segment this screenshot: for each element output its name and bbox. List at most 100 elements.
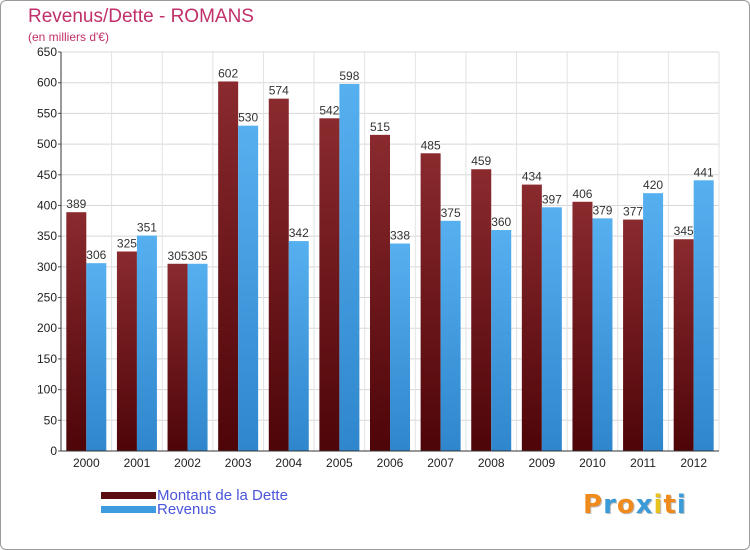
y-tick-label: 350 — [37, 229, 57, 243]
value-label-dette-2010: 406 — [572, 187, 592, 201]
x-tick-label: 2012 — [680, 456, 707, 470]
bar-revenus-2005 — [339, 83, 360, 452]
bar-dette-2000 — [66, 212, 87, 451]
bar-revenus-2006 — [390, 243, 410, 451]
y-tick-label: 200 — [37, 321, 57, 335]
value-label-dette-2004: 574 — [269, 84, 289, 98]
bar-dette-2001 — [116, 251, 137, 451]
legend-label-revenus: Revenus — [157, 500, 217, 518]
bar-revenus-2007 — [440, 220, 461, 451]
chart-title: Revenus/Dette - ROMANS — [28, 6, 254, 27]
value-label-revenus-2003: 530 — [238, 111, 258, 125]
x-tick-label: 2011 — [630, 456, 656, 470]
value-label-dette-2003: 602 — [218, 66, 238, 80]
y-tick-label: 650 — [37, 45, 57, 59]
logo-letter: t — [663, 490, 677, 520]
x-tick-label: 2008 — [478, 456, 505, 470]
bar-revenus-2002 — [187, 263, 208, 451]
x-tick-label: 2006 — [377, 456, 404, 470]
bar-dette-2009 — [521, 184, 542, 452]
y-tick-label: 250 — [37, 291, 57, 305]
bar-dette-2011 — [623, 219, 644, 451]
chart-unit-label: (en milliers d'€) — [28, 30, 109, 44]
value-label-revenus-2012: 441 — [694, 165, 714, 179]
bar-dette-2008 — [471, 169, 492, 451]
value-label-revenus-2007: 375 — [441, 206, 461, 220]
x-tick-label: 2003 — [225, 456, 252, 470]
bar-revenus-2012 — [693, 180, 714, 452]
x-tick-label: 2010 — [579, 456, 606, 470]
value-label-revenus-2004: 342 — [289, 226, 309, 240]
bar-dette-2005 — [319, 118, 340, 452]
bars-layer — [66, 81, 714, 452]
value-label-revenus-2009: 397 — [542, 192, 562, 206]
bar-revenus-2011 — [643, 193, 664, 451]
logo-letter: o — [616, 490, 636, 520]
bar-revenus-2001 — [136, 235, 157, 451]
legend-item-revenus: Revenus — [101, 500, 217, 518]
value-label-dette-2002: 305 — [168, 249, 188, 263]
bar-dette-2006 — [370, 134, 390, 451]
value-label-revenus-2002: 305 — [188, 249, 208, 263]
x-tick-label: 2000 — [73, 456, 100, 470]
x-tick-label: 2005 — [326, 456, 353, 470]
value-label-dette-2007: 485 — [421, 138, 441, 152]
value-label-revenus-2005: 598 — [339, 69, 359, 83]
x-tick-label: 2009 — [528, 456, 555, 470]
bar-dette-2007 — [420, 153, 441, 452]
legend-swatch-dette — [101, 491, 156, 499]
legend-swatch-revenus — [101, 505, 156, 513]
y-tick-label: 550 — [37, 106, 57, 120]
value-label-dette-2008: 459 — [471, 154, 491, 168]
y-tick-label: 50 — [44, 413, 58, 427]
bar-dette-2002 — [167, 263, 188, 451]
x-tick-label: 2004 — [275, 456, 302, 470]
value-label-dette-2011: 377 — [623, 205, 643, 219]
logo-letter: P — [583, 490, 604, 520]
x-tick-label: 2001 — [124, 456, 151, 470]
y-tick-label: 500 — [37, 137, 57, 151]
proxiti-logo: Proxiti — [583, 490, 687, 520]
legend-label-dette: Montant de la Dette — [157, 486, 288, 504]
axis-layer: 0 50 100 150 200 250 300 350 400 450 500 550 600 650 2… — [37, 45, 719, 470]
bar-dette-2003 — [218, 81, 239, 452]
logo-letter: r — [603, 490, 617, 520]
y-tick-label: 300 — [37, 260, 57, 274]
x-tick-label: 2007 — [427, 456, 454, 470]
x-tick-label: 2002 — [174, 456, 201, 470]
bar-dette-2004 — [268, 98, 289, 451]
value-label-revenus-2001: 351 — [137, 221, 157, 235]
logo-letter: i — [653, 490, 664, 520]
bar-revenus-2010 — [592, 218, 613, 451]
bar-revenus-2003 — [238, 125, 259, 452]
bar-revenus-2000 — [86, 263, 107, 451]
y-tick-label: 450 — [37, 168, 57, 182]
value-label-dette-2006: 515 — [370, 120, 390, 134]
bar-revenus-2009 — [541, 207, 562, 451]
value-label-revenus-2006: 338 — [390, 229, 410, 243]
legend-item-dette: Montant de la Dette — [101, 486, 288, 504]
y-tick-label: 600 — [37, 76, 57, 90]
bar-revenus-2008 — [491, 230, 512, 451]
y-tick-label: 400 — [37, 198, 57, 212]
y-tick-label: 0 — [50, 444, 57, 458]
value-label-revenus-2000: 306 — [86, 248, 106, 262]
value-label-revenus-2010: 379 — [592, 203, 612, 217]
value-label-dette-2009: 434 — [522, 170, 542, 184]
value-label-dette-2005: 542 — [319, 103, 339, 117]
value-label-dette-2000: 389 — [66, 197, 86, 211]
y-tick-label: 100 — [37, 383, 57, 397]
y-tick-label: 150 — [37, 352, 57, 366]
value-label-revenus-2008: 360 — [491, 215, 511, 229]
bar-revenus-2004 — [288, 241, 309, 451]
logo-letter: i — [676, 490, 687, 520]
value-label-dette-2012: 345 — [674, 224, 694, 238]
bar-dette-2012 — [673, 239, 694, 451]
value-label-revenus-2011: 420 — [643, 178, 663, 192]
bar-dette-2010 — [572, 201, 593, 451]
logo-letter: x — [635, 490, 654, 520]
value-label-dette-2001: 325 — [117, 237, 137, 251]
